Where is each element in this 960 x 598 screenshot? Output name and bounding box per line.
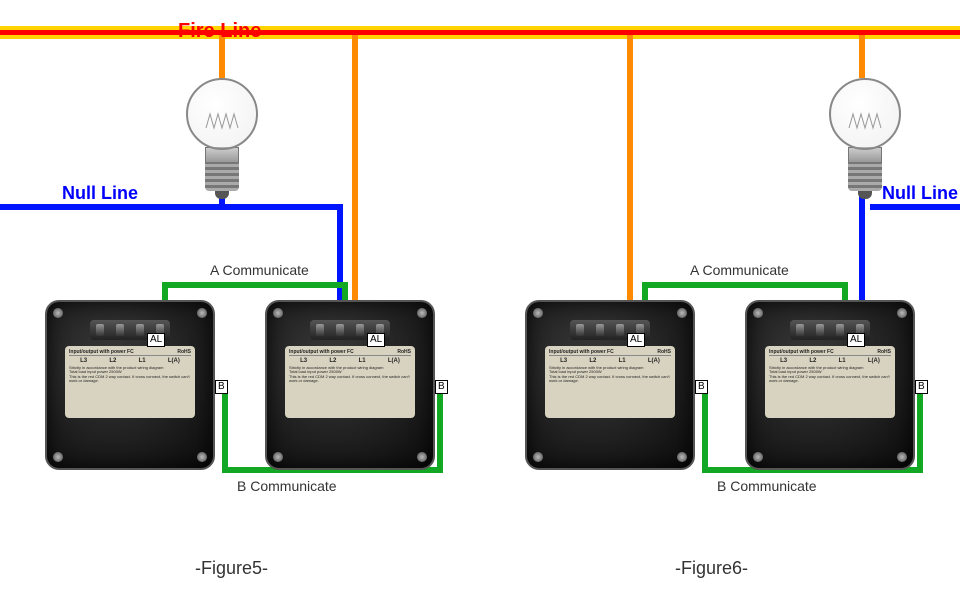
bulb-fig5 [182,78,262,208]
tag-AL-2: AL [367,333,385,347]
switch-fig5-left: Input/output with power FCRoHS L3L2L1L(A… [45,300,215,470]
b-comm-label-fig6: B Communicate [717,478,817,494]
tag-A: AL [147,333,165,347]
b-comm-label-fig5: B Communicate [237,478,337,494]
tag-AL-4: AL [847,333,865,347]
tag-AL-3: AL [627,333,645,347]
figure5-label: -Figure5- [195,558,268,579]
null-line-label-fig5: Null Line [62,183,138,204]
switch-info-panel: Input/output with power FCRoHS L3L2L1L(A… [65,346,195,418]
null-line-label-fig6: Null Line [882,183,958,204]
switch-fig6-left: Input/output with power FCRoHS L3L2L1L(A… [525,300,695,470]
fire-line-label: Fire Line [178,20,261,43]
wire-layer [0,0,960,598]
tag-B-2: B [435,380,448,394]
tag-B-3: B [695,380,708,394]
switch-fig5-right: Input/output with power FCRoHS L3L2L1L(A… [265,300,435,470]
tag-B-4: B [915,380,928,394]
tag-B: B [215,380,228,394]
a-comm-label-fig6: A Communicate [690,262,789,278]
a-comm-label-fig5: A Communicate [210,262,309,278]
figure6-label: -Figure6- [675,558,748,579]
switch-fig6-right: Input/output with power FCRoHS L3L2L1L(A… [745,300,915,470]
